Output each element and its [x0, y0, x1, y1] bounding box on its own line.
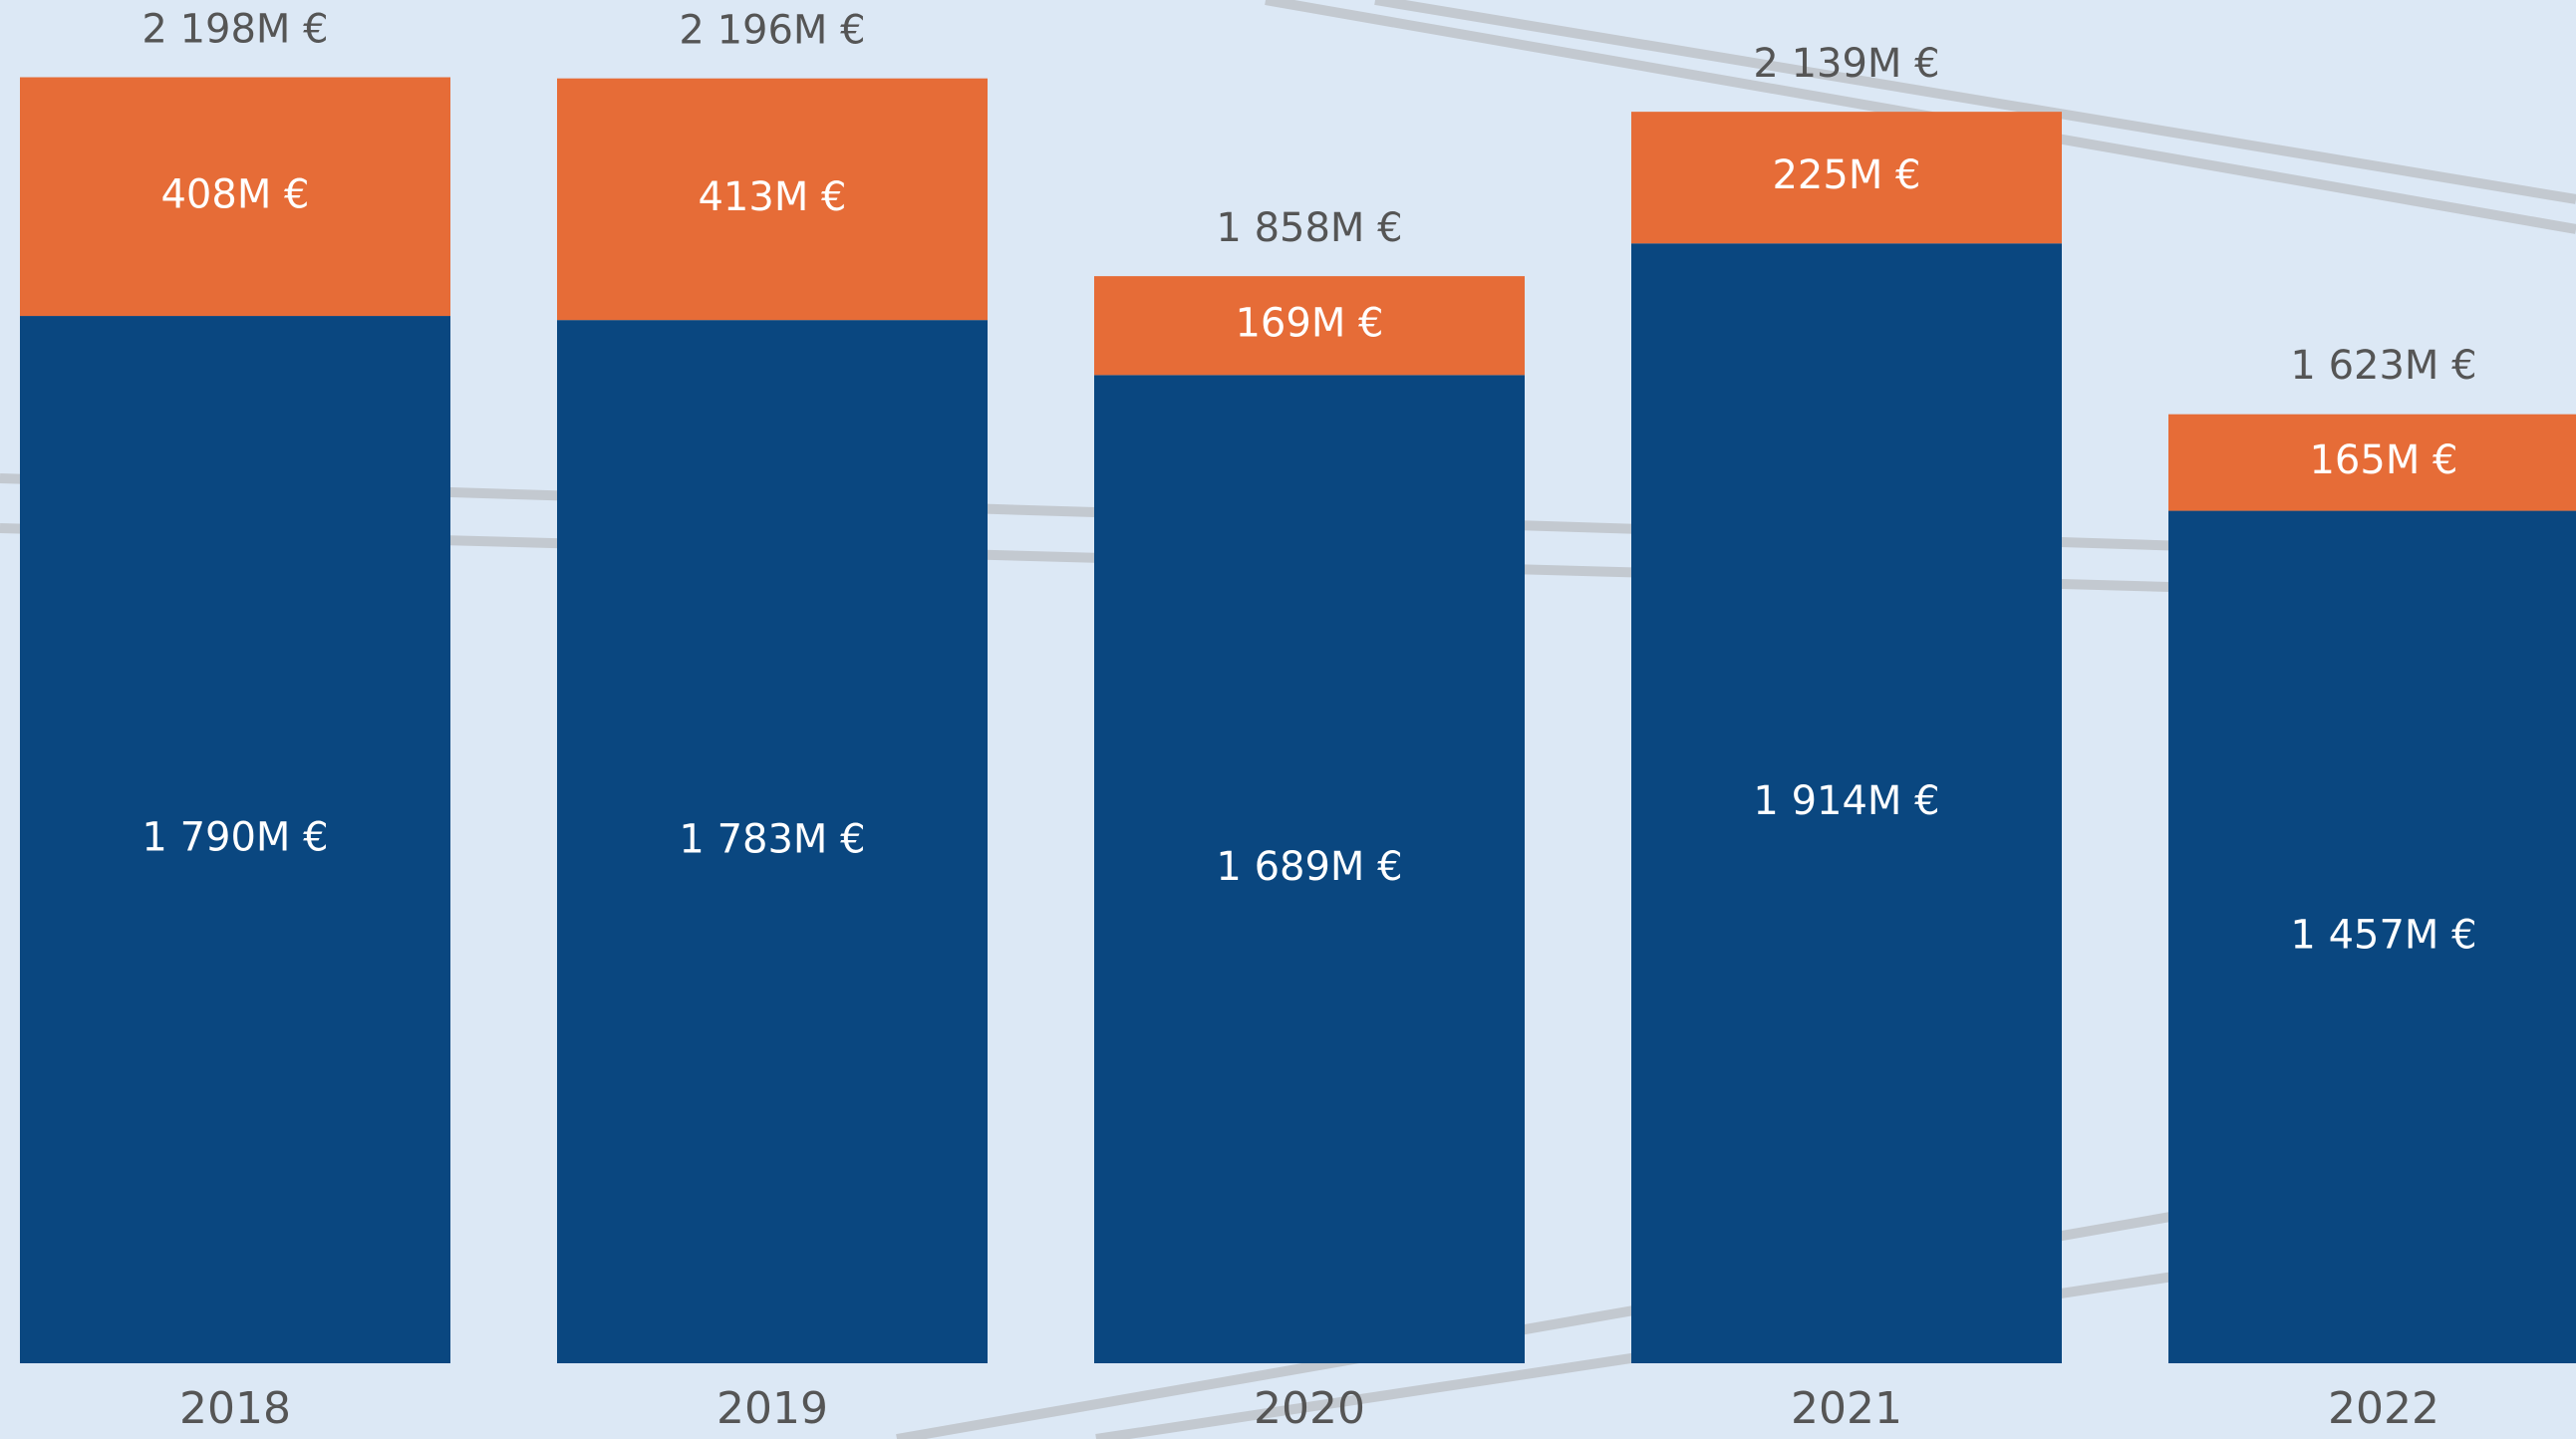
data-label: 413M €: [698, 174, 846, 220]
total-label: 2 139M €: [1753, 41, 1939, 87]
data-label: 169M €: [1235, 301, 1383, 347]
x-tick-label: 2020: [1254, 1383, 1365, 1434]
total-label: 1 858M €: [1216, 205, 1402, 251]
data-label: 1 790M €: [142, 815, 328, 861]
x-tick-label: 2018: [179, 1383, 291, 1434]
total-label: 1 623M €: [2290, 343, 2476, 389]
data-label: 225M €: [1772, 152, 1920, 198]
x-tick-label: 2021: [1791, 1383, 1902, 1434]
bar-segment: [557, 78, 988, 321]
total-label: 2 196M €: [679, 8, 865, 54]
x-tick-label: 2019: [716, 1383, 828, 1434]
data-label: 1 914M €: [1753, 778, 1939, 824]
x-tick-label: 2022: [2328, 1383, 2439, 1434]
bar-segment: [1094, 375, 1525, 1363]
bar-segment: [557, 320, 988, 1363]
total-label: 2 198M €: [142, 7, 328, 53]
bar-segment: [20, 77, 450, 317]
bar-segment: [2168, 414, 2576, 511]
background-line: [1374, 0, 2576, 204]
data-label: 1 457M €: [2290, 912, 2476, 958]
bar-segment: [1631, 112, 2062, 244]
bar-segment: [1631, 243, 2062, 1363]
data-label: 408M €: [160, 171, 309, 217]
bar-segment: [20, 316, 450, 1363]
data-label: 165M €: [2309, 437, 2457, 483]
data-label: 1 689M €: [1216, 844, 1402, 890]
bar-segment: [1094, 276, 1525, 376]
bar-segment: [2168, 510, 2576, 1363]
data-label: 1 783M €: [679, 817, 865, 863]
